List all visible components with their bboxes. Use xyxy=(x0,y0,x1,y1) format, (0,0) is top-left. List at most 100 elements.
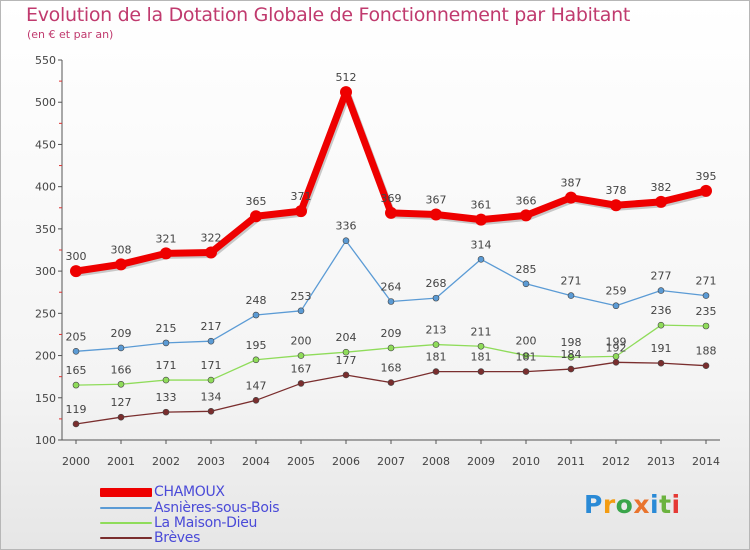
data-label: 209 xyxy=(111,327,132,340)
data-label: 200 xyxy=(516,335,537,348)
data-point xyxy=(342,348,350,356)
data-label: 181 xyxy=(516,351,537,364)
data-label: 127 xyxy=(111,396,132,409)
data-point xyxy=(610,199,622,212)
data-label: 199 xyxy=(606,335,627,348)
legend-label: CHAMOUX xyxy=(154,484,225,500)
y-tick-label: 400 xyxy=(35,181,56,194)
x-tick-label: 2012 xyxy=(602,455,630,468)
data-point xyxy=(612,353,620,360)
data-point xyxy=(207,337,215,345)
legend-swatch xyxy=(100,537,152,539)
data-label: 371 xyxy=(291,190,312,203)
legend-label: Asnières-sous-Bois xyxy=(154,500,280,516)
data-point xyxy=(342,371,350,379)
data-point xyxy=(567,365,575,373)
series-lines xyxy=(70,86,712,428)
x-tick-label: 2006 xyxy=(332,455,360,468)
data-point xyxy=(205,246,217,259)
series-asni-res-sous-bois xyxy=(72,237,710,355)
data-label: 133 xyxy=(156,391,177,404)
data-label: 165 xyxy=(66,364,87,377)
data-label: 308 xyxy=(111,243,132,256)
x-tick-label: 2000 xyxy=(62,455,90,468)
data-point xyxy=(430,208,442,221)
legend-swatch xyxy=(100,507,152,509)
data-point xyxy=(385,206,397,219)
data-point xyxy=(162,339,170,347)
data-label: 248 xyxy=(246,294,267,307)
data-label: 213 xyxy=(426,324,447,337)
data-point xyxy=(252,356,260,364)
data-point xyxy=(522,280,530,288)
data-label: 171 xyxy=(156,359,177,372)
logo-letter: o xyxy=(615,490,634,519)
data-label: 366 xyxy=(516,194,537,207)
x-tick-label: 2004 xyxy=(242,455,270,468)
data-label: 314 xyxy=(471,238,492,251)
logo-letter: i xyxy=(650,490,660,519)
data-label: 191 xyxy=(651,342,672,355)
data-point xyxy=(475,213,487,226)
x-tick-label: 2011 xyxy=(557,455,585,468)
data-point xyxy=(702,322,710,330)
data-label: 217 xyxy=(201,320,222,333)
data-label: 177 xyxy=(336,354,357,367)
x-tick-label: 2002 xyxy=(152,455,180,468)
data-label: 395 xyxy=(696,170,717,183)
data-label: 181 xyxy=(471,351,492,364)
data-label: 168 xyxy=(381,362,402,375)
x-tick-label: 2008 xyxy=(422,455,450,468)
data-point xyxy=(657,359,665,367)
axes: 100 150 200 250 300 350 400 450 500 550 2000 2001 20… xyxy=(35,54,720,468)
data-point xyxy=(72,381,80,389)
data-label: 268 xyxy=(426,277,447,290)
logo-letter: r xyxy=(602,490,616,519)
y-tick-label: 350 xyxy=(35,223,56,236)
data-point xyxy=(387,379,395,386)
chart-title: Evolution de la Dotation Globale de Fonc… xyxy=(26,4,631,26)
data-label: 259 xyxy=(606,285,627,298)
data-point xyxy=(115,258,127,271)
x-tick-label: 2005 xyxy=(287,455,315,468)
data-point xyxy=(477,368,485,375)
series-la-maison-dieu xyxy=(72,321,710,389)
data-label: 204 xyxy=(336,331,357,344)
data-label: 285 xyxy=(516,263,537,276)
data-label: 171 xyxy=(201,359,222,372)
data-point xyxy=(72,348,80,355)
data-point xyxy=(70,265,82,278)
data-point xyxy=(160,247,172,260)
data-label: 167 xyxy=(291,362,312,375)
data-point xyxy=(432,368,440,375)
data-label: 271 xyxy=(696,275,717,288)
data-point xyxy=(700,184,712,197)
data-point xyxy=(612,302,620,310)
chart-subtitle: (en € et par an) xyxy=(27,28,114,41)
data-label: 209 xyxy=(381,327,402,340)
logo-letter: x xyxy=(633,490,650,519)
legend-swatch xyxy=(100,487,152,497)
series-br-ves xyxy=(72,359,710,428)
logo-letter: t xyxy=(659,490,672,519)
y-tick-label: 150 xyxy=(35,392,56,405)
data-point xyxy=(72,420,80,428)
data-point xyxy=(297,380,305,387)
data-point xyxy=(162,376,170,384)
data-point xyxy=(522,368,530,375)
data-label: 166 xyxy=(111,363,132,376)
data-point xyxy=(432,294,440,302)
data-point xyxy=(117,344,125,352)
data-labels: 300 308 321 322 365 371 512 369 367 361 366 387 378 3… xyxy=(66,71,717,416)
data-point xyxy=(612,359,620,366)
y-tick-label: 500 xyxy=(35,96,56,109)
data-label: 200 xyxy=(291,335,312,348)
data-label: 378 xyxy=(606,184,627,197)
x-tick-label: 2001 xyxy=(107,455,135,468)
data-point xyxy=(522,352,530,359)
data-point xyxy=(477,255,485,263)
x-tick-label: 2013 xyxy=(647,455,675,468)
data-label: 192 xyxy=(606,341,627,354)
data-label: 181 xyxy=(426,351,447,364)
